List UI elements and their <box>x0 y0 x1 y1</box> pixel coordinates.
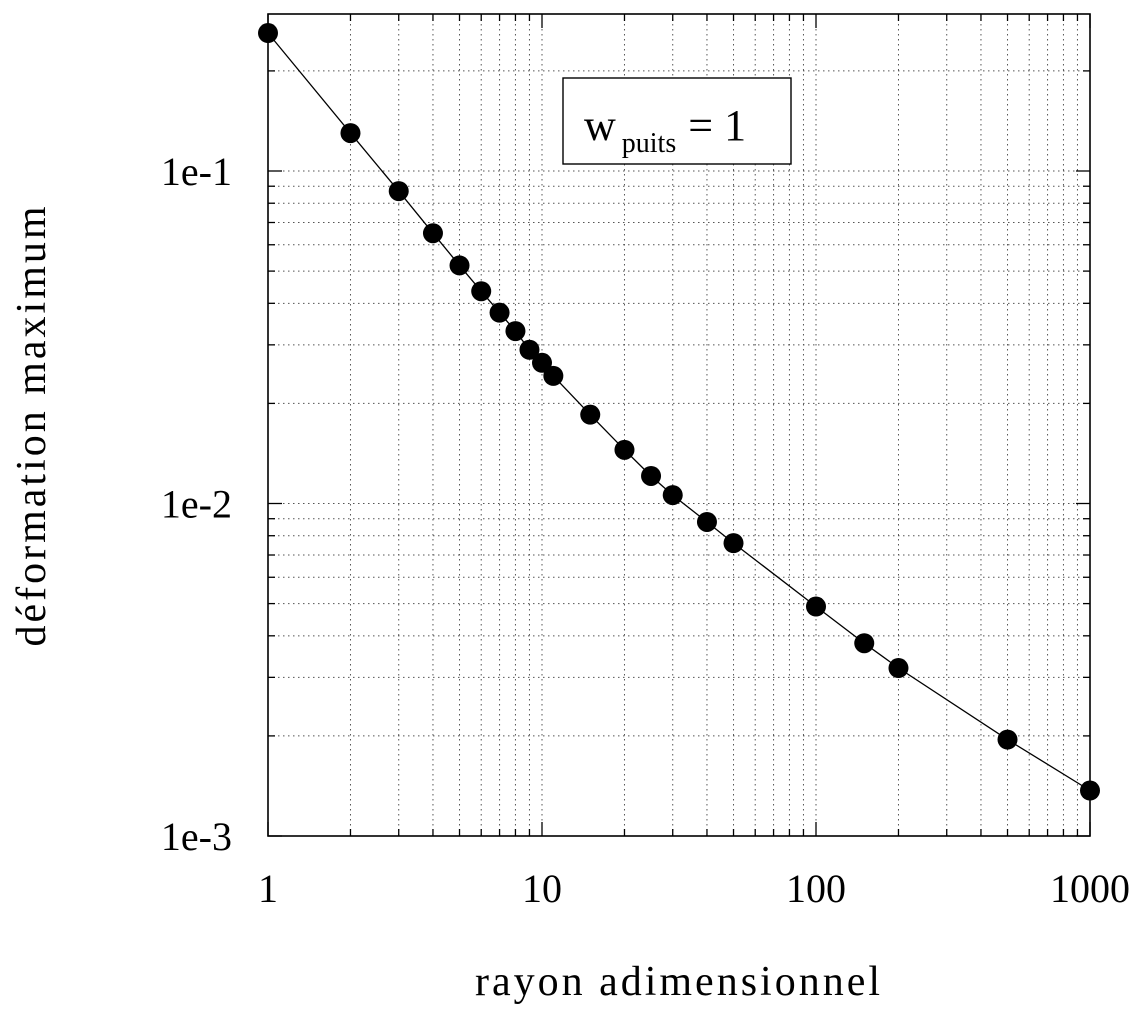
data-point <box>997 729 1018 750</box>
y-axis-title: déformation maximum <box>9 203 55 646</box>
annotation-suffix: = 1 <box>688 101 746 150</box>
grid <box>268 14 1090 836</box>
x-tick-label: 1000 <box>1050 866 1130 911</box>
data-point <box>888 658 909 679</box>
x-tick-labels: 1 10 100 1000 <box>258 866 1130 911</box>
axis-ticks <box>267 14 1091 837</box>
data-point <box>662 485 683 506</box>
data-point <box>580 404 601 425</box>
plot-frame <box>267 13 1091 837</box>
x-tick-label: 100 <box>786 866 846 911</box>
x-tick-label: 1 <box>258 866 278 911</box>
annotation-box: w puits = 1 <box>562 77 792 165</box>
annotation-subscript: puits <box>622 128 676 159</box>
y-tick-label: 1e-3 <box>161 814 232 859</box>
data-point <box>543 365 564 386</box>
data-point <box>519 339 540 360</box>
series-line <box>267 32 1091 792</box>
data-series <box>258 23 1100 801</box>
x-tick-label: 10 <box>522 866 562 911</box>
y-tick-label: 1e-2 <box>161 482 232 527</box>
data-point <box>723 533 744 554</box>
data-point <box>641 465 662 486</box>
data-point <box>505 321 526 342</box>
data-point <box>532 352 552 373</box>
data-point <box>388 181 409 202</box>
data-point <box>471 281 492 302</box>
data-point <box>422 223 443 244</box>
data-point <box>696 511 717 532</box>
data-point <box>1080 780 1100 801</box>
data-point <box>806 596 826 617</box>
y-tick-labels: 1e-1 1e-2 1e-3 <box>161 149 232 859</box>
annotation-frame <box>562 77 792 165</box>
data-point <box>449 255 470 276</box>
annotation-text: w puits = 1 <box>584 101 746 159</box>
data-point <box>614 439 635 460</box>
annotation-symbol: w <box>584 101 616 150</box>
y-tick-label: 1e-1 <box>161 149 232 194</box>
data-point <box>854 633 875 654</box>
data-point <box>340 123 361 144</box>
data-point <box>258 23 278 44</box>
data-point <box>489 302 510 323</box>
x-axis-title: rayon adimensionnel <box>475 959 883 1005</box>
